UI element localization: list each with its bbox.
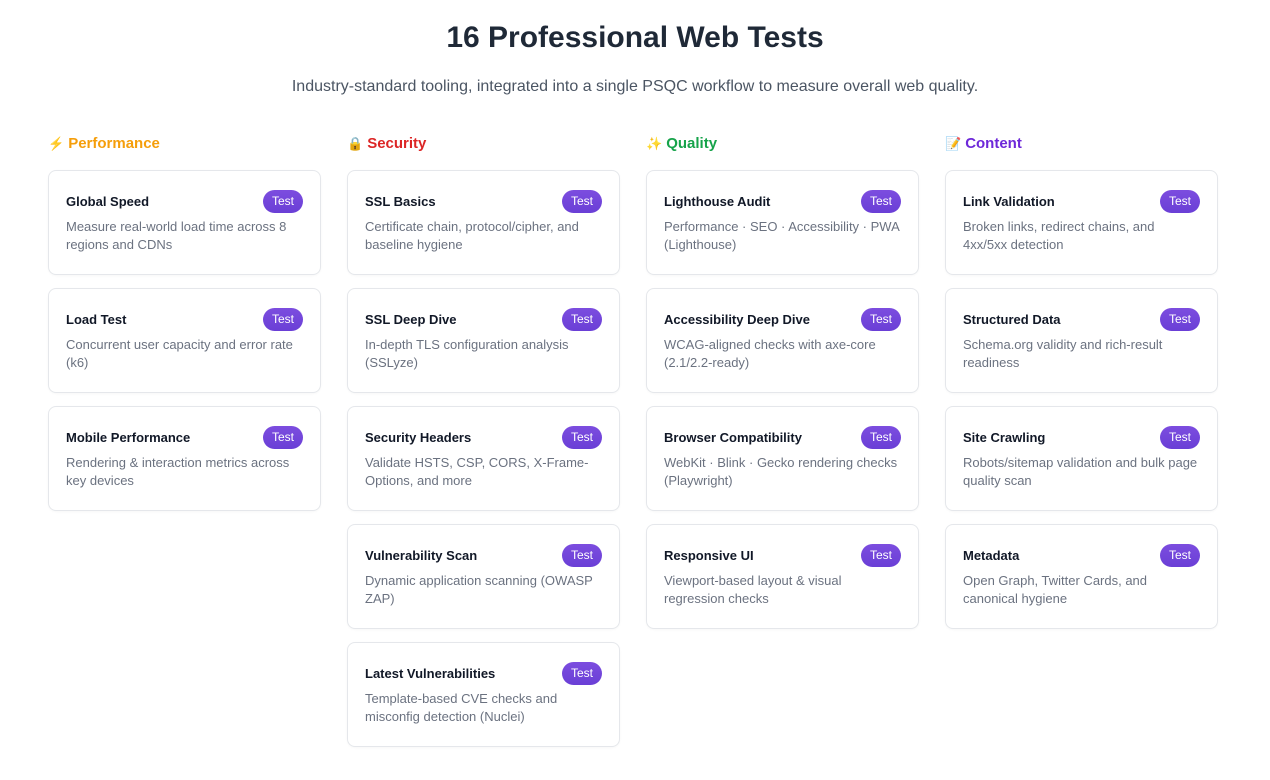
test-description: Robots/sitemap validation and bulk page …	[963, 455, 1198, 488]
test-description: Rendering & interaction metrics across k…	[66, 455, 290, 488]
test-card: Global Speed Test Measure real-world load …	[48, 170, 321, 275]
test-card: Lighthouse Audit Test Performance · SEO · …	[646, 170, 919, 275]
test-description: Performance · SEO · Accessibility · PWA …	[664, 219, 900, 252]
test-card: Accessibility Deep Dive Test WCAG-aligned …	[646, 288, 919, 393]
category-security: 🔒 Security SSL Basics Test Certificate chain…	[347, 134, 620, 760]
test-name: SSL Deep Dive	[365, 311, 457, 327]
test-button[interactable]: Test	[262, 189, 303, 213]
test-name: SSL Basics	[365, 193, 436, 209]
test-card: Load Test Test Concurrent user capacity an…	[48, 288, 321, 393]
test-description: Dynamic application scanning (OWASP ZAP)	[365, 573, 593, 606]
test-button[interactable]: Test	[860, 543, 901, 567]
test-card: Metadata Test Open Graph, Twitter Cards, a…	[945, 524, 1218, 629]
test-card: Latest Vulnerabilities Test Template-based…	[347, 642, 620, 747]
category-heading: 🔒 Security	[347, 134, 620, 154]
test-name: Accessibility Deep Dive	[664, 311, 810, 327]
test-button[interactable]: Test	[561, 307, 602, 331]
test-description: WCAG-aligned checks with axe-core (2.1/2…	[664, 337, 876, 370]
test-button[interactable]: Test	[1159, 425, 1200, 449]
test-name: Mobile Performance	[66, 429, 191, 445]
test-button[interactable]: Test	[262, 425, 303, 449]
lightning-icon: ⚡	[48, 136, 65, 151]
test-description: In-depth TLS configuration analysis (SSL…	[365, 337, 569, 370]
test-button[interactable]: Test	[860, 425, 901, 449]
test-description: Schema.org validity and rich-result read…	[963, 337, 1163, 370]
test-card: Site Crawling Test Robots/sitemap validati…	[945, 406, 1218, 511]
test-button[interactable]: Test	[262, 307, 303, 331]
category-heading: 📝 Content	[945, 134, 1218, 154]
test-button[interactable]: Test	[860, 189, 901, 213]
test-name: Latest Vulnerabilities	[365, 665, 496, 681]
test-button[interactable]: Test	[561, 543, 602, 567]
test-card: SSL Basics Test Certificate chain, protoco…	[347, 170, 620, 275]
category-content: 📝 Content Link Validation Test Broken links,…	[945, 134, 1218, 760]
test-name: Lighthouse Audit	[664, 193, 771, 209]
category-heading: ⚡ Performance	[48, 134, 321, 154]
category-title: Content	[965, 135, 1022, 152]
page-subtitle: Industry-standard tooling, integrated in…	[291, 78, 979, 95]
test-description: Measure real-world load time across 8 re…	[66, 219, 287, 252]
test-name: Security Headers	[365, 429, 472, 445]
test-name: Browser Compatibility	[664, 429, 802, 445]
test-button[interactable]: Test	[1159, 543, 1200, 567]
test-button[interactable]: Test	[1159, 189, 1200, 213]
test-button[interactable]: Test	[561, 189, 602, 213]
test-description: Broken links, redirect chains, and 4xx/5…	[963, 219, 1155, 252]
category-quality: ✨ Quality Lighthouse Audit Test Performance …	[646, 134, 919, 760]
test-card: Link Validation Test Broken links, redirec…	[945, 170, 1218, 275]
test-name: Vulnerability Scan	[365, 547, 478, 563]
test-description: Open Graph, Twitter Cards, and canonical…	[963, 573, 1148, 606]
test-card: Responsive UI Test Viewport-based layout &…	[646, 524, 919, 629]
test-description: Concurrent user capacity and error rate …	[66, 337, 293, 370]
test-description: Template-based CVE checks and misconfig …	[365, 691, 558, 724]
test-name: Link Validation	[963, 193, 1055, 209]
lock-icon: 🔒	[347, 136, 364, 151]
test-card: Browser Compatibility Test WebKit · Blink …	[646, 406, 919, 511]
test-card: Vulnerability Scan Test Dynamic applicatio…	[347, 524, 620, 629]
test-description: Certificate chain, protocol/cipher, and …	[365, 219, 579, 252]
test-name: Global Speed	[66, 193, 150, 209]
test-description: Validate HSTS, CSP, CORS, X-Frame-Option…	[365, 455, 589, 488]
category-title: Quality	[666, 135, 718, 152]
sparkles-icon: ✨	[646, 136, 663, 151]
test-card: SSL Deep Dive Test In-depth TLS configurat…	[347, 288, 620, 393]
category-heading: ✨ Quality	[646, 134, 919, 154]
test-description: WebKit · Blink · Gecko rendering checks …	[664, 455, 898, 488]
test-name: Responsive UI	[664, 547, 754, 563]
page-title: 16 Professional Web Tests	[446, 21, 824, 54]
test-card: Structured Data Test Schema.org validity a…	[945, 288, 1218, 393]
test-button[interactable]: Test	[561, 425, 602, 449]
test-card: Mobile Performance Test Rendering & intera…	[48, 406, 321, 511]
test-card: Security Headers Test Validate HSTS, CSP, …	[347, 406, 620, 511]
test-name: Structured Data	[963, 311, 1061, 327]
memo-icon: 📝	[945, 136, 962, 151]
category-title: Performance	[68, 135, 160, 152]
category-title: Security	[367, 135, 427, 152]
test-name: Site Crawling	[963, 429, 1046, 445]
test-name: Metadata	[963, 547, 1020, 563]
test-categories: ⚡ Performance Global Speed Test Measure real…	[0, 134, 1270, 760]
test-button[interactable]: Test	[860, 307, 901, 331]
test-button[interactable]: Test	[561, 661, 602, 685]
test-description: Viewport-based layout & visual regressio…	[664, 573, 842, 606]
test-name: Load Test	[66, 311, 127, 327]
category-performance: ⚡ Performance Global Speed Test Measure real…	[48, 134, 321, 760]
test-button[interactable]: Test	[1159, 307, 1200, 331]
